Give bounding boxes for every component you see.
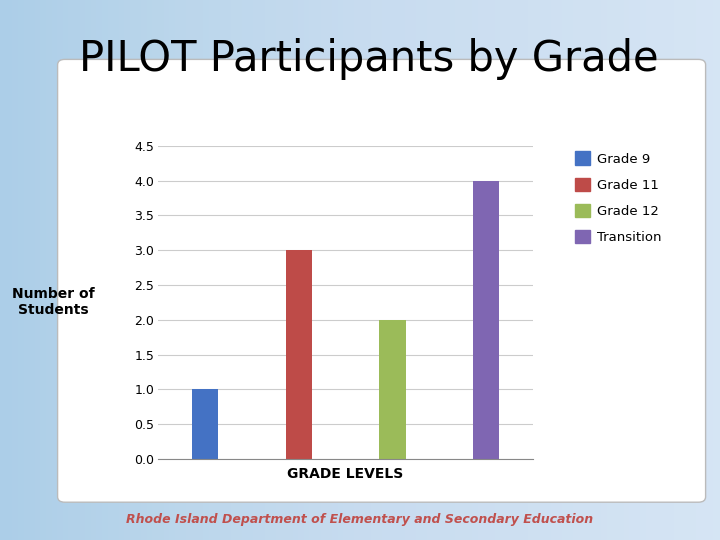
X-axis label: GRADE LEVELS: GRADE LEVELS: [287, 467, 404, 481]
Legend: Grade 9, Grade 11, Grade 12, Transition: Grade 9, Grade 11, Grade 12, Transition: [570, 146, 667, 249]
Bar: [286, 250, 312, 459]
Text: Rhode Island Department of Elementary and Secondary Education: Rhode Island Department of Elementary an…: [127, 514, 593, 526]
Bar: [473, 180, 499, 459]
Bar: [379, 320, 405, 459]
Text: PILOT Participants by Grade: PILOT Participants by Grade: [79, 38, 659, 80]
Bar: [192, 389, 218, 459]
Y-axis label: Number of
Students: Number of Students: [12, 287, 95, 318]
